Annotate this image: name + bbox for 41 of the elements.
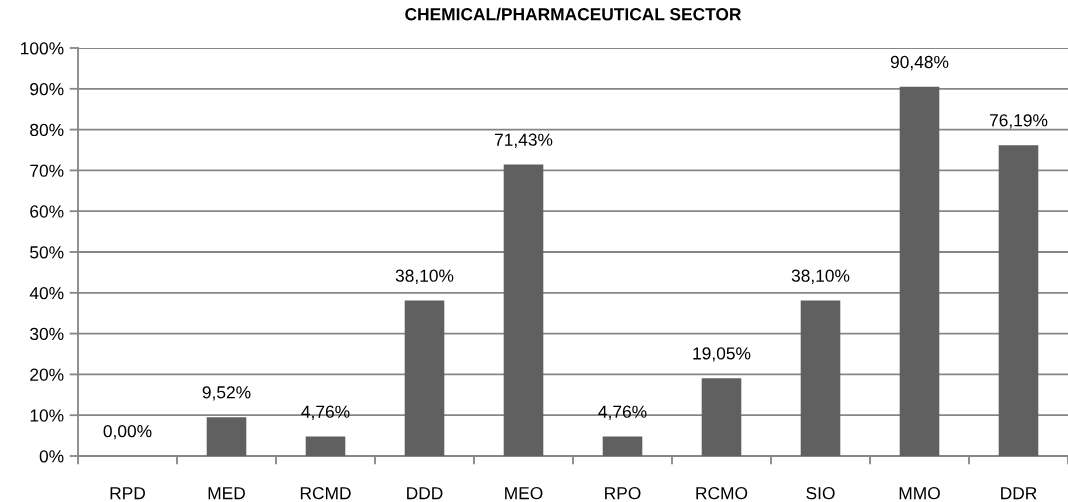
y-tick-label: 40%	[29, 286, 64, 300]
bar	[602, 436, 643, 456]
y-tick-label: 30%	[30, 327, 64, 341]
y-tick-label: 100%	[21, 42, 64, 55]
y-tick-label: 90%	[30, 82, 64, 96]
y-tick-label: 20%	[30, 368, 64, 381]
x-tick-label: DDR	[1001, 487, 1037, 500]
y-tick-label: 0%	[39, 450, 64, 463]
data-label: 71,43%	[494, 133, 553, 148]
bar	[305, 436, 346, 456]
y-tick-label: 80%	[30, 123, 64, 137]
data-label: 9,52%	[202, 386, 251, 401]
data-label: 4,76%	[301, 405, 350, 420]
y-tick-label: 50%	[30, 246, 64, 259]
x-tick-label: SIO	[806, 487, 835, 500]
data-label: 90,48%	[890, 55, 949, 71]
data-label: 19,05%	[693, 347, 751, 362]
x-tick-label: RCMD	[300, 487, 351, 500]
bar	[998, 145, 1039, 456]
bar	[503, 164, 544, 456]
x-tick-label: MED	[208, 487, 245, 500]
x-tick-label: MEO	[505, 487, 543, 500]
x-tick-label: RPO	[605, 487, 641, 500]
x-tick-label: RCMO	[696, 487, 748, 500]
bar	[404, 300, 445, 456]
y-tick-label: 70%	[30, 164, 64, 177]
data-label: 38,10%	[395, 269, 454, 284]
y-tick-label: 10%	[30, 409, 64, 422]
data-label: 4,76%	[598, 405, 647, 420]
x-tick-label: MMO	[899, 487, 940, 500]
bar	[701, 378, 742, 456]
y-tick-label: 60%	[30, 205, 64, 218]
data-label: 76,19%	[989, 114, 1048, 129]
bar	[206, 417, 247, 456]
x-tick-label: RPD	[110, 487, 145, 500]
bar	[800, 300, 841, 456]
x-tick-label: DDD	[407, 487, 443, 500]
bar	[899, 86, 940, 456]
data-label: 0,00%	[103, 425, 152, 440]
chart-title: CHEMICAL/PHARMACEUTICAL SECTOR	[405, 7, 742, 21]
data-label: 38,10%	[791, 269, 850, 284]
